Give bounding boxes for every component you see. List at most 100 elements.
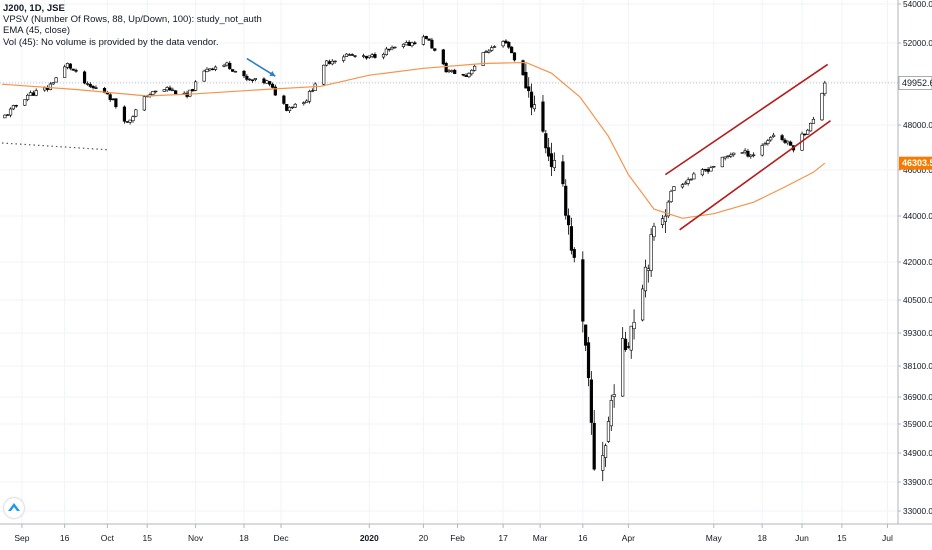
price-axis-labels[interactable]: 54000.0052000.0050000.0048000.0046000.00… [903, 0, 932, 516]
channel-line-upper[interactable] [664, 63, 829, 176]
price-axis-ticks [898, 3, 901, 512]
candle-body [501, 41, 505, 47]
chart-legend: J200, 1D, JSE VPSV (Number Of Rows, 88, … [3, 3, 262, 48]
candle-body [347, 54, 351, 56]
price-tick-label: 40500.00 [903, 295, 932, 305]
candle-body [532, 104, 537, 110]
candle-body [427, 38, 431, 41]
candle-body [401, 43, 406, 47]
candle-body [666, 201, 670, 217]
candle-body [228, 62, 232, 70]
time-tick-label: Oct [101, 533, 115, 543]
horizontal-gridlines [0, 3, 898, 512]
candle-body [171, 89, 175, 92]
time-tick-label: Feb [450, 533, 465, 543]
candle-body [373, 54, 377, 58]
ema-line [1, 61, 826, 219]
channel-lines[interactable] [664, 63, 831, 231]
candle-body [384, 48, 388, 55]
candle-body [544, 133, 548, 149]
legend-vpsv[interactable]: VPSV (Number Of Rows, 88, Up/Down, 100):… [3, 14, 262, 26]
tradingview-logo-icon[interactable] [4, 498, 24, 518]
candle-body [404, 42, 408, 46]
price-tick-label: 39300.00 [903, 328, 932, 338]
price-tick-label: 54000.00 [903, 0, 932, 9]
arrow-shaft [246, 57, 276, 77]
ema-price-label: 46303.50 [902, 158, 932, 168]
candle-body [233, 71, 238, 73]
candle-body [752, 154, 756, 156]
candle-body [393, 46, 397, 49]
candle-body [592, 422, 596, 470]
candle-body [453, 69, 457, 74]
candle-body [726, 155, 730, 158]
price-tick-label: 48000.00 [903, 120, 932, 130]
ema-price-label-bg [899, 156, 932, 170]
candles [3, 34, 827, 482]
candle-body [709, 167, 713, 172]
candle-body [370, 54, 374, 57]
candle-body [450, 70, 454, 72]
candle-body [641, 288, 645, 321]
candle-body [231, 69, 235, 72]
candle-body [174, 90, 178, 95]
time-axis-ticks [21, 524, 888, 528]
legend-symbol[interactable]: J200, 1D, JSE [3, 3, 65, 14]
candle-body [584, 324, 588, 346]
candle-body [780, 135, 784, 140]
candle-body [512, 52, 517, 61]
candle-body [740, 152, 744, 154]
time-tick-label: May [706, 533, 723, 543]
candle-body [706, 169, 710, 172]
time-tick-label: 16 [578, 533, 588, 543]
candle-body [612, 394, 616, 397]
candle-body [333, 60, 337, 63]
candle-body [703, 168, 707, 171]
candle-body [680, 184, 685, 188]
dotted-trend-line[interactable] [1, 142, 108, 151]
candle-body [626, 346, 630, 348]
candle-body [353, 55, 357, 57]
candle-body [473, 65, 477, 71]
candle-body [481, 52, 485, 66]
candle-body [723, 156, 727, 159]
candle-body [310, 90, 314, 92]
candle-body [820, 92, 824, 121]
legend-ema[interactable]: EMA (45, close) [3, 25, 71, 37]
candle-body [572, 249, 576, 258]
candle-body [504, 40, 508, 44]
candle-body [114, 98, 118, 108]
candle-body [63, 66, 67, 78]
candle-body [94, 87, 98, 89]
channel-line-lower[interactable] [679, 120, 831, 231]
price-tick-label: 44000.00 [903, 211, 932, 221]
candle-body [760, 145, 764, 156]
candle-body [689, 178, 693, 181]
candle-body [6, 114, 10, 116]
candle-body [344, 53, 349, 57]
time-axis-labels[interactable]: Sep 16 Oct 15 Nov 18 Dec 2020 20 Feb 17 Mar 16 Apr May… [14, 533, 893, 543]
candle-body [808, 122, 813, 132]
candle-body [771, 134, 776, 137]
candle-body [48, 83, 53, 90]
trend-arrow[interactable] [246, 57, 276, 77]
candle-body [290, 106, 295, 109]
price-tick-label: 52000.00 [903, 38, 932, 48]
candle-body [581, 259, 585, 322]
candle-body [202, 70, 206, 82]
candle-body [242, 70, 246, 77]
candle-body [8, 108, 13, 116]
candle-body [686, 179, 690, 184]
legend-volume[interactable]: Vol (45): No volume is provided by the d… [3, 36, 219, 48]
candle-body [660, 218, 665, 226]
price-tick-label: 33000.00 [903, 506, 932, 516]
time-tick-label: Sep [14, 533, 29, 543]
candle-body [743, 150, 747, 153]
candle-body [23, 99, 27, 106]
candle-body [268, 81, 272, 85]
candle-body [430, 39, 434, 49]
candle-body [811, 118, 816, 124]
candle-body [154, 90, 158, 93]
time-axis-bg[interactable] [0, 524, 898, 550]
